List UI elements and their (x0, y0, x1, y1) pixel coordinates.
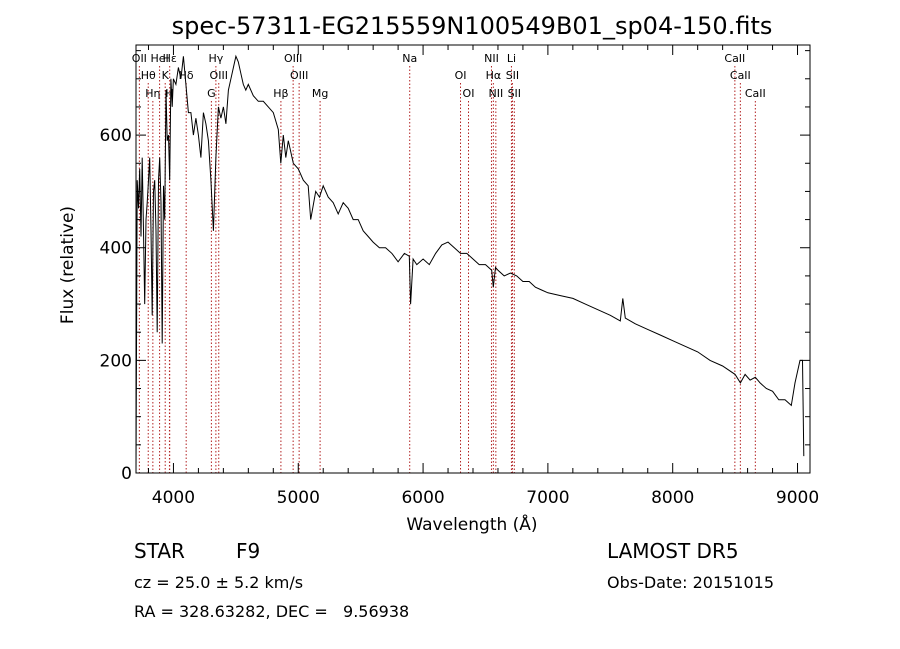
line-marker-label: NII (488, 87, 503, 100)
y-axis-label: Flux (relative) (58, 206, 78, 324)
emission-line-markers: OIIHθHηHeIKHHεHδGHγOIIIHβOIIIOIIIMgNaOIO… (132, 52, 766, 473)
line-marker-label: OIII (290, 69, 308, 82)
y-tick-label: 0 (121, 464, 132, 484)
x-tick-label: 5000 (277, 488, 320, 508)
data-layer (135, 54, 805, 474)
line-marker-label: HeI (150, 52, 168, 65)
line-marker-label: Hη (145, 87, 160, 100)
line-marker-label: Hα (486, 69, 502, 82)
y-tick-label: 200 (100, 351, 132, 371)
line-marker-label: CaII (724, 52, 745, 65)
line-marker-label: Li (507, 52, 516, 65)
line-marker-label: Mg (312, 87, 328, 100)
line-marker-label: NII (484, 52, 499, 65)
line-marker-label: Hβ (273, 87, 288, 100)
line-marker-label: Hδ (179, 69, 194, 82)
line-marker-label: Hε (163, 52, 177, 65)
line-marker-label: Hγ (208, 52, 223, 65)
spectral-subclass: F9 (236, 539, 261, 563)
line-marker-label: OI (455, 69, 467, 82)
line-marker-label: SII (506, 69, 519, 82)
line-marker-label: OII (132, 52, 147, 65)
x-tick-label: 9000 (776, 488, 819, 508)
y-tick-label: 400 (100, 239, 132, 259)
x-tick-label: 6000 (401, 488, 444, 508)
x-tick-label: 4000 (152, 488, 195, 508)
chart-title: spec-57311-EG215559N100549B01_sp04-150.f… (172, 12, 773, 40)
line-marker-label: CaII (745, 87, 766, 100)
axes: 4000 5000 6000 7000 8000 9000 0 200 400 600 (100, 45, 819, 508)
line-marker-label: OIII (284, 52, 302, 65)
line-marker-label: CaII (730, 69, 751, 82)
line-marker-label: H (165, 87, 173, 100)
object-class: STAR (134, 539, 185, 563)
line-marker-label: SII (508, 87, 521, 100)
line-marker-label: K (162, 69, 170, 82)
line-marker-label: OI (463, 87, 475, 100)
x-tick-label: 8000 (651, 488, 694, 508)
line-marker-label: OIII (210, 69, 228, 82)
line-marker-label: Na (402, 52, 417, 65)
line-marker-label: Hθ (141, 69, 156, 82)
redshift-value: cz = 25.0 ± 5.2 km/s (134, 573, 304, 592)
x-axis-label: Wavelength (Å) (406, 513, 537, 535)
coordinates: RA = 328.63282, DEC = 9.56938 (134, 602, 410, 621)
observation-date: Obs-Date: 20151015 (607, 573, 775, 592)
line-marker-label: G (207, 87, 216, 100)
spectrum-line (135, 54, 805, 474)
y-tick-label: 600 (100, 126, 132, 146)
x-tick-label: 7000 (526, 488, 569, 508)
survey-name: LAMOST DR5 (607, 539, 739, 563)
